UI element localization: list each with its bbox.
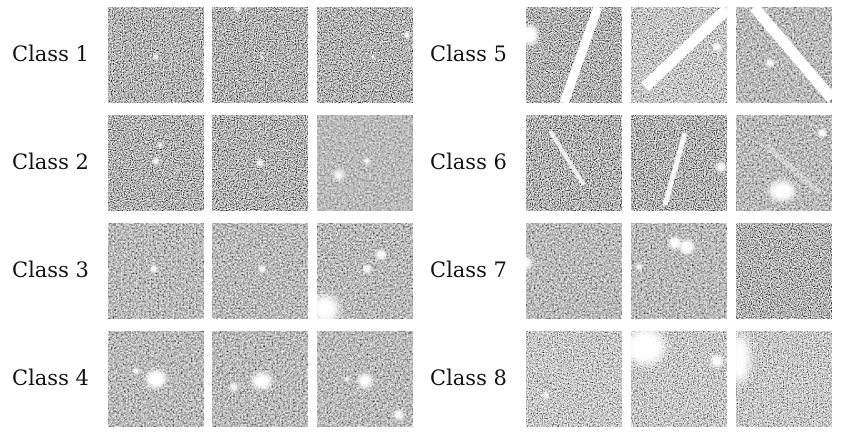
class-6-tile-3	[736, 115, 832, 211]
class-1-tile-2	[212, 7, 308, 103]
class-4-tile-2	[212, 331, 308, 427]
class-8-tile-2	[631, 331, 727, 427]
class-5-tile-1	[526, 7, 622, 103]
class-1-tile-3	[317, 7, 413, 103]
class-8-label: Class 8	[430, 366, 507, 390]
class-4-tile-1	[108, 331, 204, 427]
class-2-tile-3	[317, 115, 413, 211]
class-7-tile-3	[736, 223, 832, 319]
class-3-label: Class 3	[12, 258, 89, 282]
class-4-label: Class 4	[12, 366, 89, 390]
class-5-tile-3	[736, 7, 832, 103]
class-3-tile-1	[108, 223, 204, 319]
class-7-tile-2	[631, 223, 727, 319]
class-5-label: Class 5	[430, 42, 507, 66]
class-6-tile-1	[526, 115, 622, 211]
class-1-label: Class 1	[12, 42, 89, 66]
class-8-tile-3	[736, 331, 832, 427]
class-3-tile-3	[317, 223, 413, 319]
class-1-tile-1	[108, 7, 204, 103]
class-2-tile-2	[212, 115, 308, 211]
class-5-tile-2	[631, 7, 727, 103]
class-6-label: Class 6	[430, 150, 507, 174]
class-6-tile-2	[631, 115, 727, 211]
class-8-tile-1	[526, 331, 622, 427]
class-2-tile-1	[108, 115, 204, 211]
class-4-tile-3	[317, 331, 413, 427]
class-2-label: Class 2	[12, 150, 89, 174]
class-3-tile-2	[212, 223, 308, 319]
class-7-label: Class 7	[430, 258, 507, 282]
class-7-tile-1	[526, 223, 622, 319]
